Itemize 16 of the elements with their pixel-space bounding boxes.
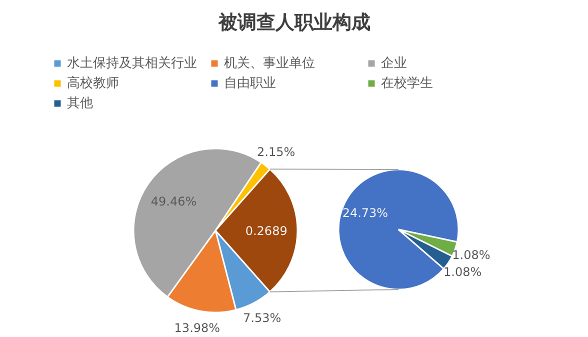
legend-label: 在校学生 [381, 75, 434, 92]
data-label: 1.08% [444, 265, 482, 280]
data-label: 49.46% [150, 194, 197, 208]
legend-label: 机关、事业单位 [224, 55, 316, 72]
data-label: 0.2689 [245, 224, 288, 238]
chart-title: 被调查人职业构成 [218, 12, 370, 34]
data-label: 1.08% [452, 248, 490, 262]
legend-label: 企业 [381, 55, 408, 72]
data-label: 13.98% [174, 320, 220, 335]
data-label: 2.15% [257, 145, 296, 160]
legend-label: 水土保持及其相关行业 [67, 55, 198, 72]
legend-label: 其他 [67, 95, 94, 112]
legend-label: 自由职业 [224, 75, 277, 92]
data-label: 7.53% [242, 310, 282, 325]
legend-label: 高校教师 [67, 75, 120, 92]
data-label: 24.73% [342, 206, 388, 220]
